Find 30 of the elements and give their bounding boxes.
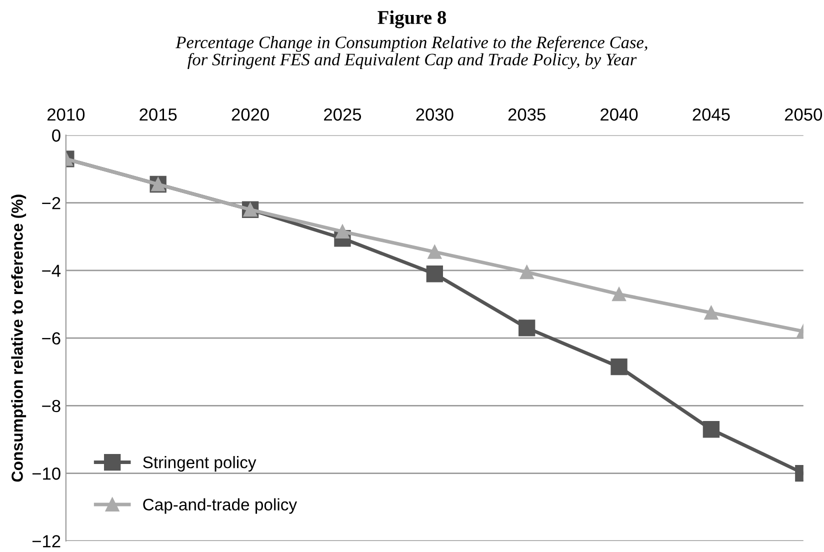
x-tick-label: 2015 [140,108,177,121]
point [612,287,626,302]
point [610,358,628,376]
y-tick-label: 0 [52,129,60,142]
point [702,421,720,438]
x-tick-label: 2010 [47,108,85,121]
point [704,306,718,320]
x-tick-label: 2035 [508,108,546,121]
legend-label: Stringent policy [143,456,256,472]
point [428,244,442,259]
x-tick-label: 2020 [232,108,269,121]
x-tick-label: 2040 [600,108,638,121]
x-tick-label: 2050 [784,108,822,121]
y-tick-label: −2 [42,197,60,210]
x-tick-label: 2045 [692,108,730,121]
legend-label: Cap-and-trade policy [143,498,298,514]
y-tick-label: −10 [32,468,60,480]
point [518,320,536,336]
x-tick-label: 2025 [324,108,362,121]
point [520,265,534,280]
y-tick-label: −6 [42,332,60,345]
y-axis-title: Consumption relative to reference (%) [11,194,26,482]
chart-subtitle: Percentage Change in Consumption Relative to the Reference Case, for Stringent FES and Equivalent Cap and Trade Policy, by Year [176,36,648,69]
point [426,266,443,282]
y-tick-label: −12 [32,535,60,548]
x-tick-label: 2030 [416,108,454,121]
y-tick-label: −4 [42,264,61,277]
y-tick-label: −8 [42,400,60,412]
chart-title: Figure 8 [378,10,446,28]
point [336,224,350,239]
